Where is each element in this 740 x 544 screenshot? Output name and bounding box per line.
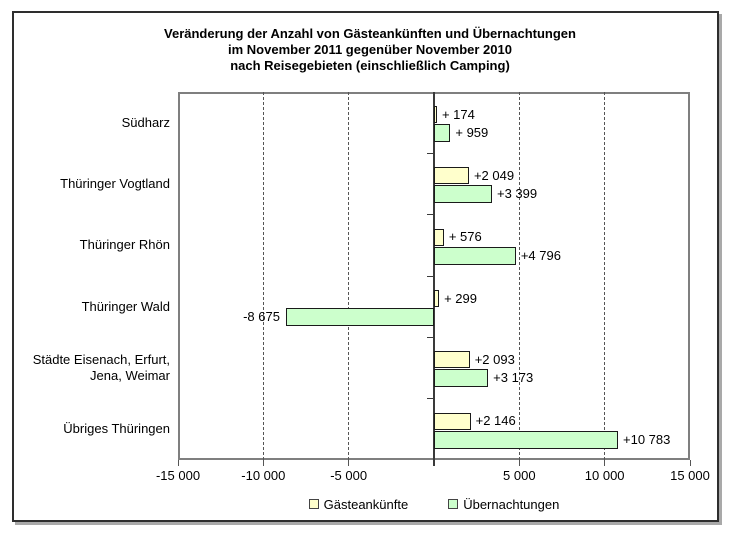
bar-gaesteankuenfte-uebriges-thueringen xyxy=(434,412,471,430)
category-tick xyxy=(427,152,434,154)
bar-value-label: +3 173 xyxy=(493,370,534,386)
legend-item-gaesteankuenfte: Gästeankünfte xyxy=(308,496,409,512)
gridline xyxy=(604,92,606,460)
gridline xyxy=(262,92,264,460)
value-axis-tick-label: 5 000 xyxy=(503,468,536,483)
legend-label: Gästeankünfte xyxy=(323,496,409,512)
bar-value-label: +3 399 xyxy=(497,186,538,202)
bar-value-label: +2 049 xyxy=(473,167,515,183)
category-label-thueringer-vogtland: Thüringer Vogtland xyxy=(60,175,170,191)
category-label-uebriges-thueringen: Übriges Thüringen xyxy=(63,421,170,437)
value-axis-tick xyxy=(348,460,350,466)
category-label-thueringer-rhoen: Thüringer Rhön xyxy=(79,237,170,253)
category-tick xyxy=(427,336,434,338)
value-axis-tick xyxy=(177,460,179,466)
value-axis-tick-label: -15 000 xyxy=(155,468,201,483)
category-tick xyxy=(427,214,434,216)
category-label-suedharz: Südharz xyxy=(121,114,170,130)
gridline xyxy=(348,92,350,460)
uebernachtungen-swatch-icon xyxy=(448,499,459,509)
value-axis-tick-label: 10 000 xyxy=(584,468,625,483)
category-tick xyxy=(427,275,434,277)
category-axis-labels: Südharz Thüringer Vogtland Thüringer Rhön T… xyxy=(18,92,170,460)
value-axis-tick xyxy=(689,460,691,466)
legend: Gästeankünfte Übernachtungen xyxy=(178,495,690,513)
zero-axis xyxy=(433,92,435,466)
bar-value-label: + 299 xyxy=(444,290,477,306)
value-axis-tick-label: 15 000 xyxy=(670,468,710,483)
chart-title: Veränderung der Anzahl von Gästeankünfte… xyxy=(164,26,576,73)
bar-gaesteankuenfte-staedte-eisenach-erfurt-jena-weimar xyxy=(434,351,470,369)
bar-value-label: + 959 xyxy=(455,125,489,140)
bar-value-label: +4 796 xyxy=(520,247,561,263)
value-axis-tick xyxy=(518,460,520,466)
bar-value-label: + 174 xyxy=(441,106,475,122)
bar-gaesteankuenfte-thueringer-rhoen xyxy=(434,228,444,246)
bar-value-label: +2 146 xyxy=(475,413,516,429)
bar-uebernachtungen-thueringer-wald xyxy=(285,308,434,326)
bar-uebernachtungen-staedte-eisenach-erfurt-jena-weimar xyxy=(434,369,489,388)
value-axis: -15 000 -10 000 -5 000 5 000 10 000 15 000 xyxy=(156,460,710,490)
legend-label: Übernachtungen xyxy=(463,496,560,512)
bar-gaesteankuenfte-thueringer-wald xyxy=(434,290,440,307)
gridline xyxy=(518,92,520,460)
value-axis-tick xyxy=(604,460,606,466)
bar-value-label: + 576 xyxy=(448,229,482,245)
bar-gaesteankuenfte-thueringer-vogtland xyxy=(434,167,469,185)
value-axis-tick-label: -5 000 xyxy=(330,468,368,483)
value-axis-tick xyxy=(262,460,264,466)
bar-gaesteankuenfte-suedharz xyxy=(434,106,437,123)
category-tick xyxy=(427,398,434,400)
bar-value-label: +2 093 xyxy=(474,351,515,367)
bar-uebernachtungen-thueringer-vogtland xyxy=(434,185,492,204)
category-label-thueringer-wald: Thüringer Wald xyxy=(81,298,170,314)
bar-uebernachtungen-uebriges-thueringen xyxy=(434,430,619,449)
category-label-staedte-eisenach-erfurt-jena-weimar: Städte Eisenach, Erfurt, Jena, Weimar xyxy=(32,351,170,383)
value-axis-tick-label: -10 000 xyxy=(241,468,286,483)
gaesteankuenfte-swatch-icon xyxy=(308,499,319,509)
bar-value-label: +10 783 xyxy=(623,431,671,447)
bar-value-label: -8 675 xyxy=(243,309,280,324)
bar-uebernachtungen-thueringer-rhoen xyxy=(434,246,516,265)
plot-area: + 174 +2 049 + 576 + 299 +2 093 +2 146 + 959 +3… xyxy=(178,92,690,466)
bar-uebernachtungen-suedharz xyxy=(434,124,451,142)
legend-item-uebernachtungen: Übernachtungen xyxy=(448,497,559,512)
